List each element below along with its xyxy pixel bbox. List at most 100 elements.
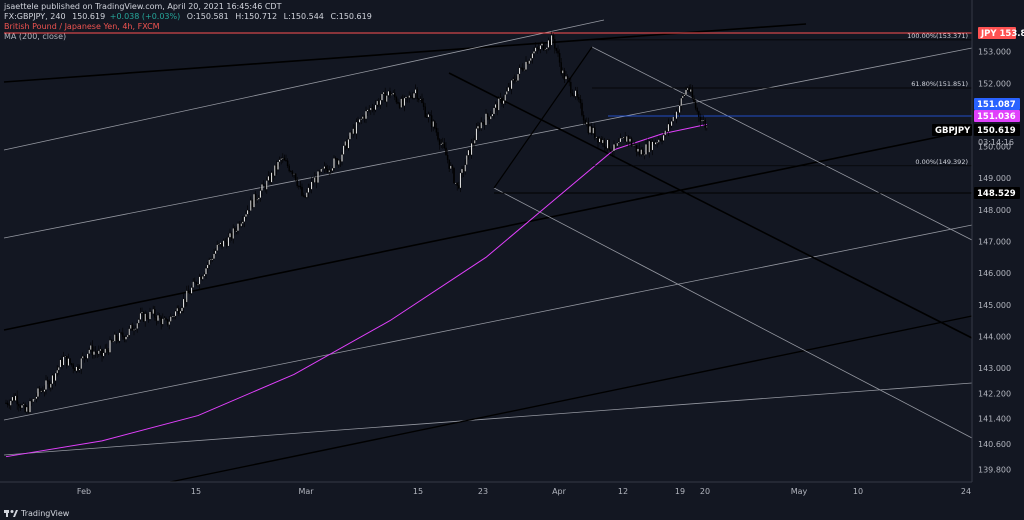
candle-body xyxy=(282,157,284,159)
time-axis[interactable]: Feb 15 Mar 15 23 Apr 12 19 20 May 10 24 xyxy=(0,481,972,496)
y-tick-label-8: 145.000 xyxy=(978,301,1011,310)
candle-body xyxy=(120,332,122,334)
candle-body xyxy=(659,139,662,141)
candle-body xyxy=(42,390,44,392)
symbol-badge-text: GBPJPY xyxy=(935,126,971,136)
candle-body xyxy=(360,118,362,120)
candle-body xyxy=(134,328,137,330)
candle-body xyxy=(45,380,47,390)
candle-body xyxy=(642,149,644,155)
candle-body xyxy=(104,348,106,353)
x-tick-label-10: 10 xyxy=(853,487,863,496)
candle-body xyxy=(58,367,60,371)
candle-body xyxy=(99,349,102,351)
candle-body xyxy=(83,356,86,358)
candle-body xyxy=(418,98,420,100)
candle-body xyxy=(669,123,671,127)
symbol-label[interactable]: FX:GBPJPY, 240 xyxy=(4,12,66,21)
candle-body xyxy=(590,126,593,134)
candle-body xyxy=(61,359,63,366)
price-axis[interactable]: 153.000152.000151.000150.000149.000148.0… xyxy=(971,0,1011,482)
publisher-text: jsaettele published on TradingView.com, … xyxy=(4,2,282,11)
footer-brand: TradingView xyxy=(21,508,70,518)
candle-body xyxy=(478,125,481,129)
candle-body xyxy=(610,149,612,152)
ma-legend[interactable]: MA (200, close) xyxy=(4,32,70,41)
y-tick-label-5: 148.000 xyxy=(978,206,1011,215)
candle-body xyxy=(43,389,46,392)
candle-body xyxy=(227,237,230,247)
candle-body xyxy=(163,318,166,320)
trendline-3 xyxy=(3,129,973,331)
candle-body xyxy=(173,315,175,317)
candle-body xyxy=(658,139,660,143)
candle-body xyxy=(534,47,537,52)
candle-body xyxy=(488,116,490,120)
candle-body xyxy=(424,106,426,118)
candle-body xyxy=(270,172,273,183)
x-tick-label-3: 15 xyxy=(413,487,423,496)
candle-body xyxy=(629,138,631,142)
candle-body xyxy=(406,96,409,98)
candle-body xyxy=(14,395,17,401)
candle-body xyxy=(278,159,281,163)
candles xyxy=(5,31,708,414)
candle-body xyxy=(166,319,169,325)
x-tick-label-1: 15 xyxy=(191,487,201,496)
candle-body xyxy=(195,282,198,285)
candle-body xyxy=(386,95,388,102)
candle-body xyxy=(653,141,655,145)
candle-body xyxy=(8,404,10,406)
candle-body xyxy=(256,199,258,201)
candle-body xyxy=(213,253,215,260)
candle-body xyxy=(214,250,217,254)
candle-body xyxy=(414,89,417,94)
candle-body xyxy=(38,388,41,393)
candle-body xyxy=(176,308,178,312)
candle-body xyxy=(88,349,90,354)
candle-body xyxy=(451,165,454,169)
price-badge-box xyxy=(974,124,1020,136)
candle-body xyxy=(139,313,142,320)
candle-body xyxy=(162,318,164,325)
candle-body xyxy=(459,172,462,189)
candle-body xyxy=(149,311,151,320)
candle-body xyxy=(645,144,647,155)
candle-body xyxy=(670,121,673,127)
trendline-7 xyxy=(448,72,973,339)
candle-body xyxy=(550,35,553,46)
ma-200-line xyxy=(5,123,707,458)
candle-body xyxy=(522,67,524,71)
candle-body xyxy=(277,161,279,170)
candle-body xyxy=(258,197,260,200)
price-badges: JPY 153.8 151.087 151.036 GBPJPY 150.619 03:1… xyxy=(932,27,1024,199)
trendline-4 xyxy=(3,224,973,421)
candle-body xyxy=(504,94,506,101)
candle-body xyxy=(299,185,302,188)
candle-body xyxy=(118,332,121,342)
candle-body xyxy=(59,359,62,368)
candle-body xyxy=(482,122,484,124)
candle-body xyxy=(10,400,12,406)
candle-body xyxy=(450,165,452,169)
close-value: 150.619 xyxy=(338,12,372,21)
candle-body xyxy=(19,405,22,409)
candle-body xyxy=(290,170,292,172)
candle-body xyxy=(70,363,73,365)
candle-body xyxy=(586,122,588,125)
candle-body xyxy=(109,339,111,353)
candle-body xyxy=(98,350,100,355)
candle-body xyxy=(78,368,81,371)
ma-badge-box xyxy=(974,110,1020,122)
candle-body xyxy=(533,51,535,54)
candle-body xyxy=(11,396,14,401)
tradingview-footer[interactable]: TradingView xyxy=(4,508,69,518)
candle-body xyxy=(194,281,196,283)
candle-body xyxy=(232,228,234,239)
candle-body xyxy=(677,111,679,113)
candle-body xyxy=(357,121,359,123)
candle-body xyxy=(517,73,519,81)
trendline-8 xyxy=(493,187,973,439)
candle-body xyxy=(29,400,31,413)
